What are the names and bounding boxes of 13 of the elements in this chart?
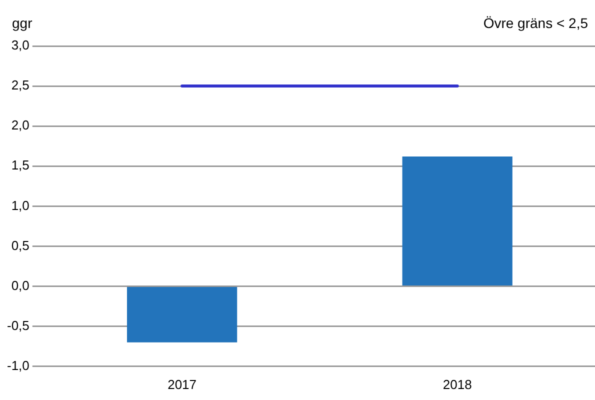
x-tick-label: 2017 [168, 376, 197, 392]
y-tick-label: 0,5 [11, 238, 30, 253]
y-axis-title: ggr [12, 14, 33, 31]
y-tick-label: 1,0 [11, 198, 30, 213]
y-tick-label: 2,0 [11, 118, 30, 133]
y-tick-label: -0,5 [6, 318, 30, 333]
y-tick-label: 0,0 [11, 278, 30, 293]
text: Övre gräns < 2,5 [483, 14, 588, 31]
y-tick-label: 3,0 [11, 38, 30, 53]
y-tick-label: 2,5 [11, 78, 30, 93]
y-tick-label: -1,0 [6, 358, 30, 373]
y-tick-label: 1,5 [11, 158, 30, 173]
x-tick-label: 2018 [442, 376, 472, 392]
